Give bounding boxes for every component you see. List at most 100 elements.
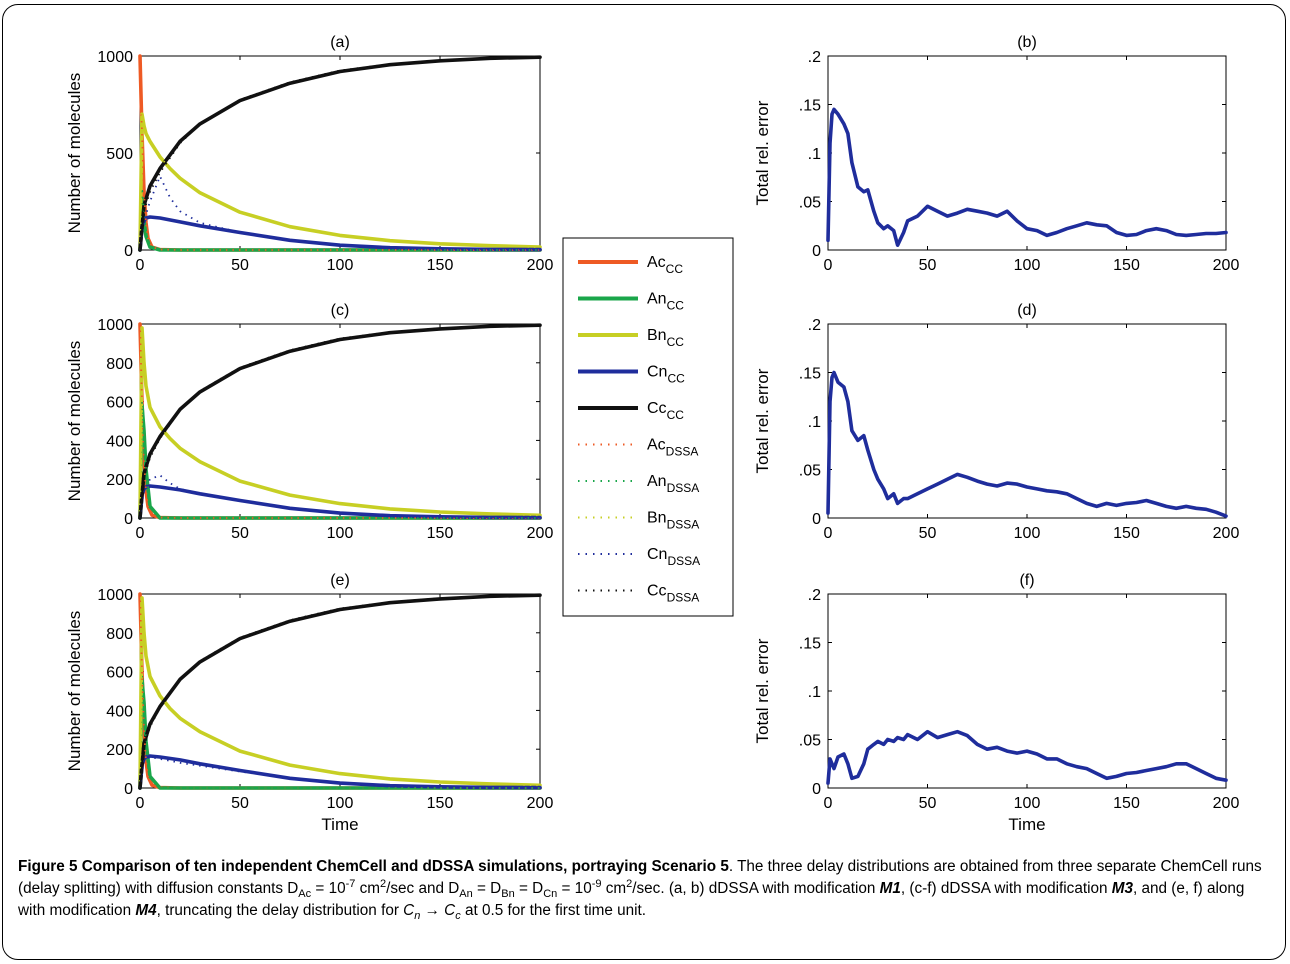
- series-bn-dssa-line: [139, 597, 541, 789]
- caption-text: = 10: [557, 880, 592, 897]
- y-axis-label: Total rel. error: [753, 100, 772, 205]
- panel-title: (c): [331, 302, 350, 319]
- x-tick-label: 200: [1213, 795, 1240, 812]
- panel-f: (f) 0 50 100 150 200 0 .05 .1 .15 .2 Total rel. err…: [753, 572, 1239, 834]
- x-tick-label: 0: [136, 257, 145, 274]
- legend-label: AnDSSA: [647, 473, 699, 495]
- x-tick-label: 200: [527, 525, 554, 542]
- x-tick-label: 200: [527, 257, 554, 274]
- y-axis-label: Number of molecules: [65, 73, 84, 234]
- y-tick-label: .1: [808, 684, 821, 701]
- series-cn-cc-line: [138, 215, 542, 252]
- y-tick-label: 500: [106, 146, 133, 163]
- x-tick-label: 100: [1014, 525, 1041, 542]
- series-an-dssa-line: [139, 186, 540, 251]
- y-tick-label: .2: [808, 49, 821, 66]
- series-cn-dssa-line: [139, 756, 541, 789]
- series-total-rel-error-line: [826, 729, 1228, 785]
- caption-text: , and (e, f) along with modification: [18, 880, 1245, 919]
- legend-label-subscript: CC: [667, 372, 685, 386]
- x-tick-label: 50: [919, 257, 937, 274]
- y-tick-label: .2: [808, 587, 821, 604]
- figure-caption: Figure 5 Comparison of ten independent C…: [18, 856, 1272, 922]
- caption-text: . The three delay distributions are obta…: [18, 858, 1262, 897]
- caption-title: Figure 5 Comparison of ten independent C…: [18, 858, 729, 875]
- x-tick-label: 0: [824, 257, 833, 274]
- x-tick-label: 100: [327, 795, 354, 812]
- caption-superscript: 2: [626, 877, 633, 890]
- legend: AcCCAnCCBnCCCnCCCcCCAcDSSAAnDSSABnDSSACn…: [562, 237, 734, 617]
- plot-area: [827, 55, 1227, 251]
- caption-text: /sec and D: [386, 880, 460, 897]
- y-tick-label: 400: [106, 703, 133, 720]
- caption-superscript: -7: [345, 877, 356, 890]
- x-tick-label: 200: [1213, 257, 1240, 274]
- panel-b: (b) 0 50 100 150 200 0 .05 .1 .15 .2 Total rel. err…: [753, 34, 1239, 274]
- legend-label: CnCC: [647, 364, 685, 386]
- y-tick-label: .05: [799, 463, 821, 480]
- caption-text: , truncating the delay distribution for: [156, 902, 404, 919]
- caption-symbol: C: [403, 902, 415, 919]
- y-tick-label: .05: [799, 733, 821, 750]
- y-tick-label: 0: [812, 243, 821, 260]
- x-tick-label: 50: [919, 525, 937, 542]
- legend-label-base: Ac: [647, 437, 666, 454]
- x-axis-label: Time: [321, 815, 358, 834]
- legend-label: AcDSSA: [647, 437, 698, 459]
- y-axis-label: Number of molecules: [65, 611, 84, 772]
- series-total-rel-error-line: [826, 370, 1228, 518]
- series-cn-dssa-line: [139, 175, 541, 251]
- legend-label: CcDSSA: [647, 583, 699, 605]
- y-tick-label: 800: [106, 356, 133, 373]
- caption-text: /sec. (a, b) dDSSA with modification: [632, 880, 880, 897]
- x-tick-label: 100: [1014, 257, 1041, 274]
- x-tick-label: 150: [427, 795, 454, 812]
- series-cc-cc-line: [138, 593, 542, 790]
- caption-modification-m1: M1: [879, 880, 901, 897]
- series-cc-dssa-line: [139, 323, 541, 519]
- y-tick-label: 200: [106, 742, 133, 759]
- panel-title: (f): [1019, 572, 1034, 589]
- panel-c: (c) 0 50 100 150 200 0 200 400 600 800 1000 Number o…: [65, 302, 553, 542]
- series-cc-dssa-line: [139, 55, 541, 251]
- legend-label-base: Bn: [647, 510, 667, 527]
- legend-label-base: Cc: [647, 583, 667, 600]
- x-tick-label: 150: [1113, 257, 1140, 274]
- series-ac-dssa-line: [139, 55, 540, 251]
- series-ac-dssa-line: [139, 323, 540, 519]
- legend-label-subscript: DSSA: [667, 554, 700, 568]
- series-bn-dssa-line: [139, 113, 541, 251]
- plot-area: [139, 323, 541, 519]
- panel-title: (a): [330, 34, 350, 51]
- y-axis-label: Number of molecules: [65, 341, 84, 502]
- legend-label-subscript: CC: [667, 408, 685, 422]
- series-bn-cc-line: [138, 112, 542, 252]
- x-tick-label: 200: [1213, 525, 1240, 542]
- y-axis-label: Total rel. error: [753, 638, 772, 743]
- legend-label-subscript: CC: [667, 299, 685, 313]
- plot-area: [827, 593, 1227, 789]
- caption-subscript: c: [455, 910, 461, 923]
- legend-label-base: Cn: [647, 546, 667, 563]
- panel-e: (e) 0 50 100 150 200 0 200 400 600 800 1000 Number o…: [65, 572, 553, 834]
- panel-title: (d): [1017, 302, 1037, 319]
- panel-title: (b): [1017, 34, 1037, 51]
- legend-label-base: An: [647, 473, 667, 490]
- y-tick-label: 600: [106, 395, 133, 412]
- x-tick-label: 0: [824, 525, 833, 542]
- y-tick-label: .15: [799, 98, 821, 115]
- series-cc-cc-line: [138, 55, 542, 252]
- panel-a: (a) 0 50 100 150 200 0 500 1000 Number of molecul…: [65, 34, 553, 274]
- series-ac-cc-line: [138, 322, 542, 520]
- x-tick-label: 0: [136, 525, 145, 542]
- caption-text: , (c-f) dDSSA with modification: [900, 880, 1112, 897]
- x-tick-label: 100: [1014, 795, 1041, 812]
- plot-area: [139, 593, 541, 789]
- series-ac-dssa-line: [139, 593, 540, 789]
- caption-subscript: Cn: [543, 888, 558, 901]
- x-tick-label: 50: [919, 795, 937, 812]
- legend-label: AcCC: [647, 254, 683, 276]
- legend-label-base: Bn: [647, 327, 667, 344]
- caption-superscript: -9: [591, 877, 602, 890]
